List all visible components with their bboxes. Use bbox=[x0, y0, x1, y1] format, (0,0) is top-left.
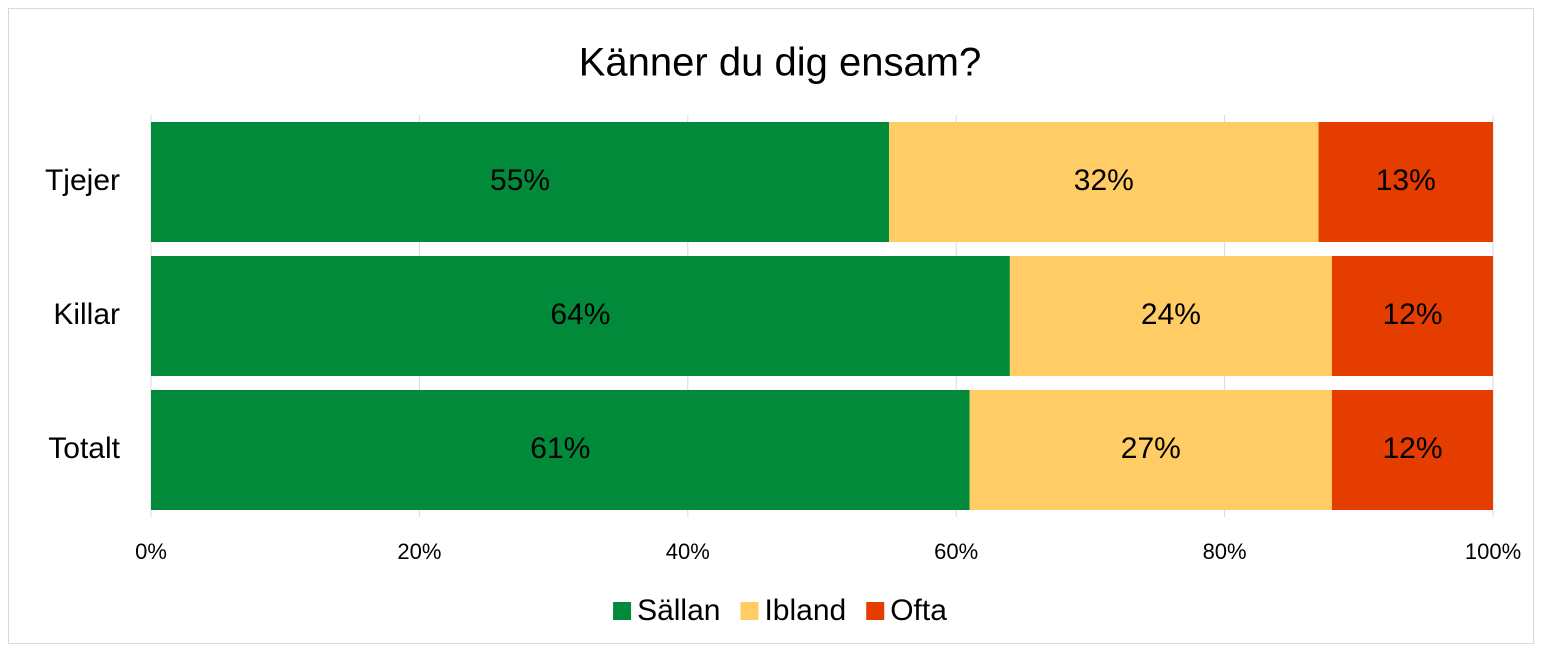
chart-title: Känner du dig ensam? bbox=[579, 41, 982, 85]
legend-swatch bbox=[866, 602, 885, 620]
legend-swatch bbox=[740, 602, 759, 620]
bar-segment bbox=[151, 390, 970, 510]
x-tick-label: 100% bbox=[1465, 539, 1521, 564]
legend-label: Sällan bbox=[637, 594, 720, 627]
x-tick-label: 80% bbox=[1203, 539, 1247, 564]
x-tick-label: 40% bbox=[666, 539, 710, 564]
bar-segment bbox=[151, 256, 1010, 376]
legend-label: Ibland bbox=[764, 594, 846, 627]
legend-label: Ofta bbox=[890, 594, 947, 627]
bar-segment bbox=[151, 122, 890, 242]
bar-segment bbox=[1318, 122, 1493, 242]
y-tick-label: Killar bbox=[53, 298, 120, 331]
data-label: 27% bbox=[1121, 432, 1181, 465]
bar-segment bbox=[1009, 256, 1332, 376]
bar-segment bbox=[889, 122, 1319, 242]
x-tick-label: 60% bbox=[934, 539, 978, 564]
data-label: 64% bbox=[550, 298, 610, 331]
x-tick-label: 20% bbox=[397, 539, 441, 564]
bar-segment bbox=[1331, 256, 1493, 376]
data-label: 32% bbox=[1074, 164, 1134, 197]
data-label: 55% bbox=[490, 164, 550, 197]
bar-segment bbox=[969, 390, 1332, 510]
y-tick-label: Tjejer bbox=[45, 164, 120, 197]
x-tick-label: 0% bbox=[135, 539, 167, 564]
data-label: 13% bbox=[1376, 164, 1436, 197]
data-label: 61% bbox=[530, 432, 590, 465]
data-label: 24% bbox=[1141, 298, 1201, 331]
data-label: 12% bbox=[1382, 298, 1442, 331]
data-label: 12% bbox=[1382, 432, 1442, 465]
bar-segment bbox=[1331, 390, 1493, 510]
legend-swatch bbox=[613, 602, 632, 620]
y-tick-label: Totalt bbox=[48, 432, 120, 465]
